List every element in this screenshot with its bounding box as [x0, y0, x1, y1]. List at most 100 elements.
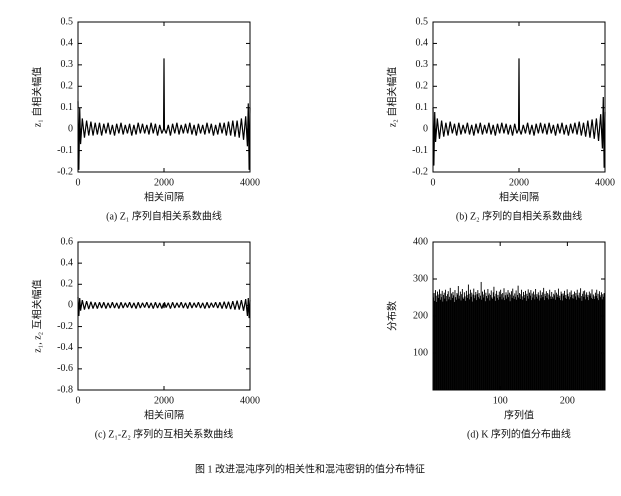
- histogram-bar: [557, 288, 559, 390]
- histogram-bar: [447, 291, 449, 390]
- histogram-bar: [492, 298, 494, 390]
- histogram-bar: [493, 286, 495, 390]
- histogram-bar: [463, 292, 465, 390]
- histogram-bar: [480, 295, 481, 390]
- histogram-bar: [525, 290, 526, 390]
- histogram-bar: [559, 300, 561, 390]
- histogram-bar: [595, 296, 597, 390]
- histogram-bar: [566, 298, 567, 390]
- histogram-bar: [476, 300, 477, 390]
- histogram-bar: [537, 292, 539, 390]
- histogram-bar: [530, 290, 532, 390]
- histogram-bar: [499, 296, 501, 390]
- panel-caption: (a) Z₁ 序列自相关系数曲线: [106, 209, 222, 222]
- histogram-bar: [504, 295, 506, 390]
- histogram-bar: [584, 290, 586, 390]
- panel: 100 200 300 400 100 200 序列值 分布数 (d) K 序列的值分布曲线: [385, 236, 606, 440]
- histogram-bar: [584, 299, 586, 390]
- histogram-bar: [526, 293, 528, 390]
- y-tick-label: 0.3: [416, 59, 429, 70]
- histogram-bar: [549, 296, 551, 390]
- histogram-bar: [575, 293, 577, 390]
- histogram-bar: [458, 298, 460, 390]
- histogram-bar: [552, 298, 554, 390]
- histogram-bar: [459, 295, 461, 390]
- histogram-bar: [451, 297, 453, 390]
- panel-caption: (b) Z₂ 序列的自相关系数曲线: [456, 209, 582, 222]
- histogram-bar: [566, 289, 568, 390]
- histogram-bar: [577, 295, 579, 390]
- x-tick-label: 2000: [154, 177, 174, 188]
- y-axis-label: z₂ 自相关幅值: [385, 67, 398, 127]
- histogram-bar: [437, 297, 439, 390]
- histogram-bar: [507, 290, 509, 390]
- histogram-bar: [528, 298, 530, 390]
- y-tick-label: 0: [423, 123, 428, 134]
- histogram-bar: [495, 293, 497, 390]
- histogram-bar: [488, 295, 490, 390]
- histogram-bar: [454, 290, 456, 390]
- histogram-bar: [588, 300, 590, 390]
- histogram-bar: [449, 287, 451, 390]
- histogram-bar: [434, 300, 436, 390]
- histogram-bar: [442, 301, 444, 390]
- y-tick-label: 300: [413, 273, 428, 284]
- y-tick-label: -0.2: [57, 166, 73, 177]
- histogram-bar: [541, 294, 543, 390]
- histogram-bar: [461, 288, 463, 390]
- histogram-bar: [573, 298, 575, 390]
- histogram-bar: [492, 292, 494, 390]
- y-axis-label: 分布数: [385, 301, 398, 331]
- histogram-bar: [547, 299, 549, 390]
- y-tick-label: -0.4: [57, 342, 73, 353]
- histogram-bar: [494, 300, 496, 390]
- histogram-bar: [487, 288, 489, 390]
- histogram-bar: [555, 292, 557, 390]
- histogram-bar: [527, 289, 529, 390]
- x-axis-label: 相关间隔: [499, 190, 539, 203]
- y-tick-label: 0.1: [416, 102, 429, 113]
- histogram-bar: [598, 291, 600, 390]
- histogram-bar: [544, 293, 546, 390]
- histogram-bar: [524, 297, 526, 390]
- data-line: [432, 58, 606, 168]
- histogram-bar: [600, 297, 602, 390]
- histogram-bar: [598, 300, 600, 390]
- histogram-bar: [523, 294, 525, 390]
- histogram-bar: [481, 299, 483, 390]
- histogram-bar: [466, 294, 468, 390]
- histogram-bar: [533, 291, 535, 390]
- histogram-bar: [570, 290, 572, 390]
- histogram-bar: [473, 298, 475, 390]
- histogram-bar: [467, 297, 469, 390]
- histogram-bar: [567, 293, 569, 390]
- histogram-bar: [435, 290, 436, 390]
- histogram-bar: [484, 301, 486, 390]
- histogram-bar: [547, 293, 549, 390]
- histogram-bar: [515, 290, 517, 390]
- histogram-bar: [525, 300, 527, 390]
- panel-caption: (c) Z₁-Z₂ 序列的互相关系数曲线: [95, 427, 234, 440]
- histogram-bar: [569, 292, 571, 390]
- histogram-bar: [568, 299, 570, 390]
- histogram-bar: [534, 299, 536, 390]
- histogram-bar: [472, 294, 474, 390]
- histogram-bar: [502, 297, 504, 390]
- y-tick-label: 0.2: [61, 81, 74, 92]
- histogram-bar: [564, 290, 565, 390]
- histogram-bar: [568, 296, 569, 390]
- y-tick-label: 100: [413, 347, 428, 358]
- histogram-bar: [465, 290, 467, 390]
- histogram-bar: [531, 293, 533, 390]
- histogram-bar: [572, 294, 574, 390]
- histogram-bar: [488, 293, 490, 390]
- y-tick-label: 0.4: [61, 38, 74, 49]
- histogram-bar: [483, 297, 485, 390]
- histogram-bar: [450, 300, 452, 390]
- y-tick-label: 400: [413, 236, 428, 247]
- histogram-bar: [497, 294, 499, 390]
- histogram-bar: [576, 289, 578, 390]
- x-axis-label: 相关间隔: [144, 190, 184, 203]
- histogram-bar: [500, 294, 502, 390]
